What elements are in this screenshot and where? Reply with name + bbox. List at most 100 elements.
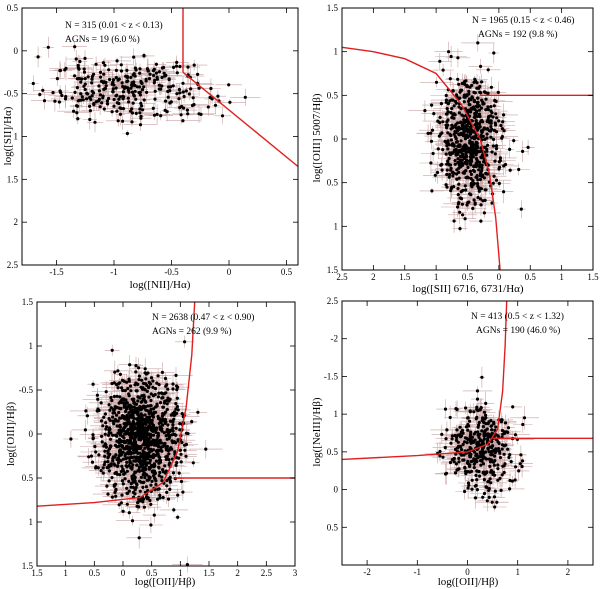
data-point	[41, 88, 45, 92]
data-point	[138, 479, 142, 483]
data-point	[168, 461, 172, 465]
data-point	[491, 181, 495, 185]
data-point	[156, 414, 160, 418]
y-tick-label: 0	[29, 429, 34, 439]
data-point	[517, 167, 521, 172]
data-point	[502, 430, 507, 434]
data-point	[474, 454, 478, 458]
data-point	[459, 155, 463, 159]
x-tick-label: 2.5	[336, 272, 348, 282]
data-point	[175, 60, 179, 64]
data-point	[478, 177, 482, 182]
data-point	[85, 414, 89, 418]
data-point	[60, 93, 64, 98]
data-point	[127, 479, 131, 483]
data-point	[75, 86, 79, 90]
data-point	[134, 486, 138, 490]
data-point	[91, 433, 95, 437]
data-point	[199, 112, 203, 116]
data-point	[452, 219, 456, 223]
data-point	[101, 81, 106, 85]
data-point	[155, 77, 159, 81]
data-point	[464, 176, 469, 180]
data-point	[120, 479, 124, 483]
data-point	[453, 159, 457, 163]
data-point	[477, 469, 481, 474]
data-point	[142, 505, 146, 509]
data-point	[130, 412, 134, 416]
data-point	[447, 156, 451, 161]
data-point	[464, 188, 468, 192]
data-point	[130, 405, 134, 409]
data-point	[484, 413, 488, 417]
data-point	[127, 420, 131, 424]
data-point	[467, 200, 471, 204]
data-point	[90, 94, 94, 98]
demarcation-line	[341, 46, 501, 271]
data-point	[497, 167, 501, 171]
data-point	[128, 456, 132, 460]
data-point	[79, 98, 83, 102]
data-point	[441, 148, 445, 152]
data-point	[479, 170, 483, 175]
data-point	[483, 417, 487, 421]
data-point	[472, 462, 476, 466]
data-point	[125, 407, 129, 411]
data-point	[102, 463, 106, 467]
data-point	[220, 114, 225, 118]
data-point	[469, 153, 473, 157]
data-point	[463, 489, 467, 494]
data-point	[463, 119, 467, 123]
data-point	[500, 418, 504, 422]
data-point	[112, 381, 116, 385]
data-point	[129, 86, 133, 90]
data-point	[498, 451, 502, 455]
data-point	[435, 170, 440, 175]
data-point	[150, 418, 154, 422]
data-point	[190, 420, 194, 424]
data-point	[496, 90, 500, 94]
data-point	[105, 484, 109, 488]
y-tick-label: 1	[334, 221, 339, 231]
data-point	[508, 168, 512, 172]
data-point	[139, 432, 143, 437]
data-point	[157, 70, 161, 74]
data-point	[463, 82, 467, 86]
data-point	[184, 442, 188, 447]
data-point	[141, 485, 145, 489]
data-point	[476, 195, 480, 200]
x-tick-label: 0.5	[525, 272, 537, 282]
data-point	[152, 73, 156, 78]
y-tick-label: 0.5	[7, 3, 19, 13]
data-point	[175, 396, 179, 400]
data-point	[471, 155, 475, 159]
data-point	[106, 433, 111, 437]
data-point	[90, 77, 94, 81]
data-point	[475, 100, 479, 105]
data-point	[506, 426, 511, 430]
data-point	[124, 409, 128, 414]
data-point	[476, 430, 480, 434]
data-point	[478, 438, 482, 442]
data-point	[80, 95, 84, 99]
data-point	[121, 90, 125, 94]
data-point	[79, 92, 83, 96]
data-point	[132, 93, 136, 97]
data-point	[127, 489, 131, 493]
data-point	[468, 103, 472, 107]
data-point	[133, 492, 137, 496]
data-point	[117, 410, 121, 415]
data-point	[154, 479, 158, 483]
data-point	[101, 424, 105, 428]
data-point	[72, 109, 76, 113]
data-point	[455, 407, 459, 412]
data-point	[112, 83, 116, 87]
data-point	[138, 489, 142, 493]
data-point	[135, 408, 139, 413]
data-point	[137, 85, 141, 89]
data-point	[477, 108, 481, 112]
data-point	[133, 479, 137, 483]
data-point	[466, 165, 470, 170]
data-point	[108, 427, 112, 432]
data-point	[445, 185, 449, 189]
